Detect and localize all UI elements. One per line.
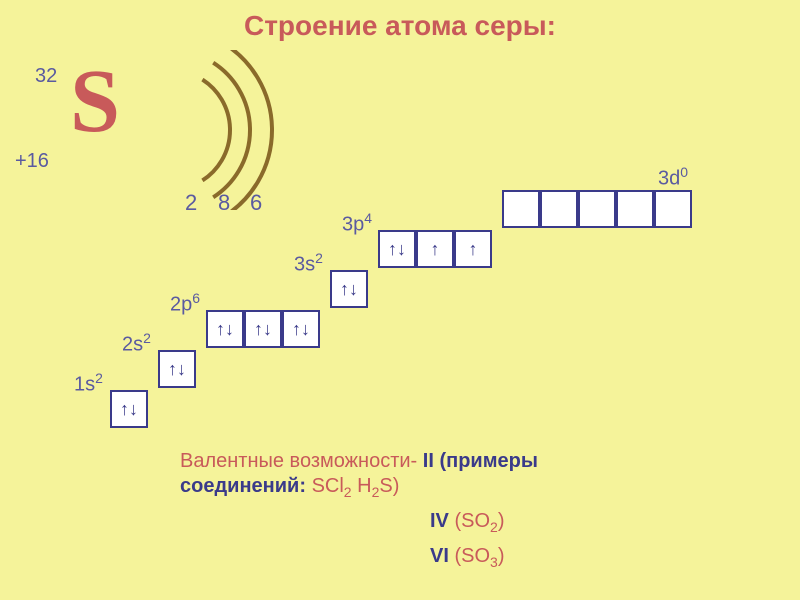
orbital-label: 1s2 (74, 370, 103, 397)
valence-line-2: IV (SO2) (430, 510, 505, 535)
orbital-box (502, 190, 540, 228)
orbital-label: 2p6 (170, 290, 200, 317)
atomic-number: +16 (15, 150, 49, 173)
orbital-box: ↑↓ (378, 230, 416, 268)
orbital-box: ↑↓ (282, 310, 320, 348)
mass-number: 32 (35, 65, 57, 88)
orbital-box: ↑ (416, 230, 454, 268)
shell-electron-count: 8 (218, 190, 230, 216)
orbital-box (616, 190, 654, 228)
element-symbol: S (70, 50, 120, 153)
orbital-level-1s: 1s2↑↓ (110, 390, 148, 428)
orbital-level-3p: 3p4↑↓↑↑ (378, 230, 492, 268)
orbital-box (578, 190, 616, 228)
shell-electron-count: 2 (185, 190, 197, 216)
orbital-box: ↑↓ (110, 390, 148, 428)
orbital-box (540, 190, 578, 228)
orbital-box: ↑↓ (330, 270, 368, 308)
electron-shells (170, 50, 350, 210)
orbital-label: 3s2 (294, 250, 323, 277)
orbital-label: 2s2 (122, 330, 151, 357)
orbital-level-3d: 3d0 (502, 190, 692, 228)
orbital-level-2s: 2s2↑↓ (158, 350, 196, 388)
page-title: Строение атома серы: (244, 10, 556, 42)
shell-electron-count: 6 (250, 190, 262, 216)
valence-line-0: Валентные возможности- II (примеры (180, 450, 538, 473)
orbital-box (654, 190, 692, 228)
orbital-box: ↑ (454, 230, 492, 268)
valence-line-3: VI (SO3) (430, 545, 505, 570)
orbital-level-3s: 3s2↑↓ (330, 270, 368, 308)
orbital-level-2p: 2p6↑↓↑↓↑↓ (206, 310, 320, 348)
orbital-box: ↑↓ (158, 350, 196, 388)
orbital-box: ↑↓ (206, 310, 244, 348)
valence-line-1: соединений: SCl2 H2S) (180, 475, 399, 500)
orbital-label: 3d0 (658, 164, 688, 191)
orbital-label: 3p4 (342, 210, 372, 237)
orbital-box: ↑↓ (244, 310, 282, 348)
